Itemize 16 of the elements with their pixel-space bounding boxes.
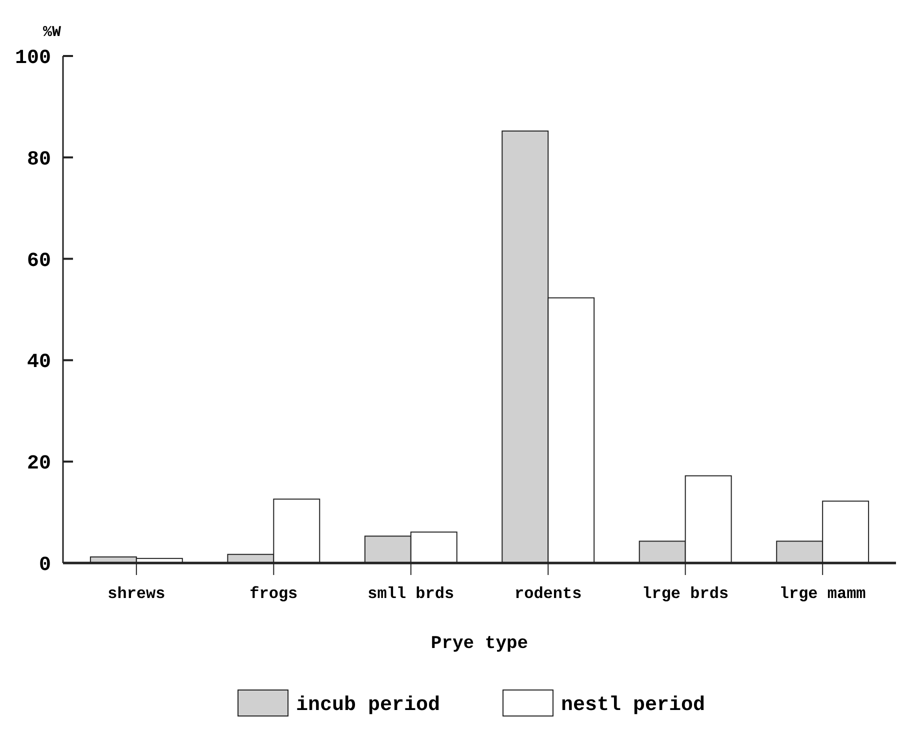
legend-label: incub period	[296, 694, 440, 717]
y-axis-title: %W	[43, 24, 62, 41]
x-tick-label: smll brds	[368, 585, 454, 603]
y-tick-label: 60	[26, 250, 51, 273]
x-tick-label: shrews	[108, 585, 166, 603]
y-tick-label: 80	[26, 148, 51, 172]
y-tick-label: 20	[26, 452, 51, 476]
y-tick-label: 40	[26, 351, 51, 374]
x-tick-label: rodents	[514, 585, 582, 603]
x-axis-title: Prye type	[430, 634, 528, 654]
x-tick-label: lrge brds	[642, 585, 729, 603]
x-tick-label: lrge mamm	[779, 585, 866, 603]
y-tick-label: 0	[38, 554, 51, 577]
x-tick-label: frogs	[250, 585, 298, 603]
legend-label: nestl period	[561, 694, 706, 717]
y-tick-label: 100	[14, 47, 51, 70]
